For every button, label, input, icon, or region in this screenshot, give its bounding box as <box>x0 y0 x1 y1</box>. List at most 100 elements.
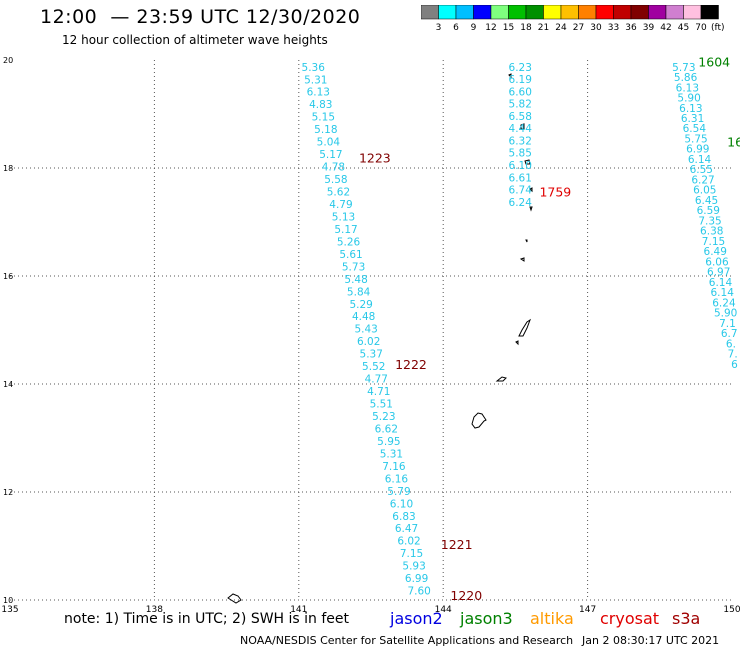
wave-height-value: 5.23 <box>372 411 395 423</box>
colorbar-label: 36 <box>625 23 637 33</box>
wave-height-value: 5.37 <box>360 349 383 361</box>
wave-height-value: 6.54 <box>683 123 707 135</box>
legend-jason2: jason2 <box>390 609 443 628</box>
satellite-tracks: 5.365.316.134.835.155.185.045.174.785.58… <box>302 62 739 598</box>
wave-height-value: 5.90 <box>677 93 700 105</box>
maug-island <box>520 123 525 130</box>
guam-island <box>471 412 487 429</box>
colorbar-label: 45 <box>678 23 689 33</box>
rota-island <box>495 376 507 382</box>
wave-height-value: 6.02 <box>397 536 420 548</box>
wave-height-value: 7. <box>728 349 738 361</box>
asuncion-island <box>524 159 531 165</box>
wave-height-value: 5.61 <box>339 249 362 261</box>
wave-height-value: 6.59 <box>697 205 720 217</box>
lon-tick-label: 141 <box>290 605 307 615</box>
pass-time-label: 1223 <box>359 151 391 166</box>
wave-height-value: 5.29 <box>349 299 372 311</box>
pass-time-label: 1221 <box>441 537 473 552</box>
wave-height-value: 5.17 <box>334 224 357 236</box>
colorbar-label: 12 <box>485 23 496 33</box>
wave-height-value: 6.32 <box>509 135 532 147</box>
wave-height-value: 5.13 <box>332 211 355 223</box>
colorbar-swatch <box>700 5 719 20</box>
sarigan-island <box>525 239 528 243</box>
wave-height-value: 5.62 <box>327 187 350 199</box>
wave-height-value: 7.60 <box>407 586 430 598</box>
wave-height-value: 6.31 <box>681 113 704 125</box>
wave-height-value: 5.31 <box>304 74 327 86</box>
colorbar-label: 15 <box>503 23 514 33</box>
legend-cryosat: cryosat <box>600 609 660 628</box>
lat-tick-label: 20 <box>3 56 13 65</box>
colorbar-label: 39 <box>643 23 655 33</box>
wave-height-value: 5.17 <box>319 149 342 161</box>
credit-line: NOAA/NESDIS Center for Satellite Applica… <box>240 634 574 647</box>
wave-height-value: 6. <box>726 338 736 350</box>
pass-time-label: 1605 <box>727 134 740 149</box>
wave-height-value: 6.99 <box>405 573 428 585</box>
wave-height-value: 6.60 <box>509 86 532 98</box>
wave-height-value: 5.85 <box>509 148 532 160</box>
wave-height-value: 6.14 <box>711 287 735 299</box>
farallon-island <box>508 73 512 79</box>
wave-height-value: 6.38 <box>700 226 723 238</box>
pass-time-label: 1222 <box>395 357 427 372</box>
wave-height-value: 5.51 <box>370 399 393 411</box>
wave-height-value: 6.14 <box>709 277 733 289</box>
wave-height-value: 5.04 <box>317 137 341 149</box>
legend-altika: altika <box>530 609 574 628</box>
wave-height-value: 5.75 <box>684 133 707 145</box>
wave-height-value: 6.62 <box>375 423 398 435</box>
colorbar-label: 3 <box>436 23 442 33</box>
wave-height-value: 7.15 <box>702 236 725 248</box>
colorbar-label: 27 <box>573 23 584 33</box>
wave-height-value: 6.02 <box>357 336 380 348</box>
wave-height-value: 6.16 <box>385 473 409 485</box>
lat-tick-label: 14 <box>3 380 13 389</box>
wave-height-value: 4.77 <box>365 374 388 386</box>
pass-time-label: 1220 <box>450 588 482 603</box>
wave-height-value: 5.86 <box>674 72 698 84</box>
lon-tick-label: 144 <box>435 605 452 615</box>
wave-height-value: 5.26 <box>337 236 361 248</box>
wave-height-value: 7.15 <box>400 548 423 560</box>
chart-title: 12:00 — 23:59 UTC 12/30/2020 <box>40 6 361 28</box>
wave-height-value: 6.13 <box>679 103 702 115</box>
wave-height-value: 4.71 <box>367 386 390 398</box>
colorbar-label: 70 <box>695 23 707 33</box>
wave-height-value: 5.31 <box>380 448 403 460</box>
wave-height-value: 5.58 <box>324 174 347 186</box>
colorbar-label: 6 <box>453 23 459 33</box>
wave-height-value: 5.82 <box>509 99 532 111</box>
colorbar-label: 33 <box>608 23 619 33</box>
wave-height-value: 6.49 <box>704 246 727 258</box>
wave-height-value: 6.55 <box>690 164 713 176</box>
wave-height-value: 7.1 <box>719 318 736 330</box>
wave-height-value: 5.90 <box>714 308 737 320</box>
lat-tick-label: 12 <box>3 488 13 497</box>
wave-height-value: 6.47 <box>395 523 418 535</box>
wave-height-value: 5.15 <box>312 112 335 124</box>
tinian-island <box>515 340 519 346</box>
lat-tick-label: 18 <box>3 164 13 173</box>
wave-height-value: 5.79 <box>387 486 410 498</box>
wave-height-colorbar: 3 6 9 12 15 18 21 24 27 30 33 36 39 42 45 70 (ft) <box>421 5 725 33</box>
yap-island <box>227 593 242 604</box>
lat-lon-grid: 135 138 141 144 147 150 20 18 16 14 12 10 <box>1 56 740 615</box>
saipan-island <box>518 318 532 337</box>
wave-height-value: 4.79 <box>329 199 352 211</box>
wave-height-value: 5.43 <box>354 324 377 336</box>
islands <box>227 73 533 604</box>
issued-timestamp: Jan 2 08:30:17 UTC 2021 <box>582 634 720 647</box>
wave-height-value: 4.78 <box>322 162 345 174</box>
wave-height-value: 7.16 <box>382 461 406 473</box>
wave-height-value: 4.48 <box>352 311 375 323</box>
colorbar-label: 9 <box>471 23 477 33</box>
lon-tick-label: 150 <box>723 605 740 615</box>
wave-height-value: 6.99 <box>686 144 709 156</box>
colorbar-label: 21 <box>538 23 549 33</box>
wave-height-value: 6.23 <box>509 62 532 74</box>
pass-time-labels: 1223 1222 1221 1220 1759 1604 1605 <box>359 54 740 603</box>
colorbar-label: 18 <box>520 23 532 33</box>
